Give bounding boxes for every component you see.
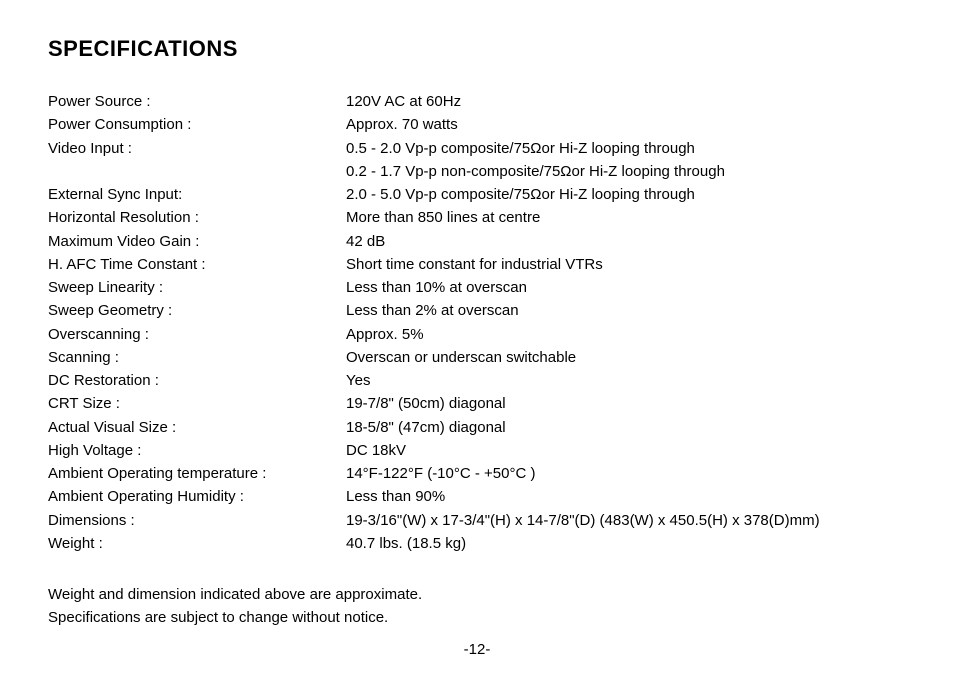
spec-row: High Voltage :DC 18kV bbox=[48, 439, 906, 462]
spec-value: Yes bbox=[346, 369, 906, 392]
spec-table: Power Source :120V AC at 60HzPower Consu… bbox=[48, 90, 906, 555]
spec-value: 2.0 - 5.0 Vp-p composite/75Ωor Hi-Z loop… bbox=[346, 183, 906, 206]
spec-row: Ambient Operating Humidity :Less than 90… bbox=[48, 485, 906, 508]
spec-label: Overscanning : bbox=[48, 323, 346, 346]
note-line: Weight and dimension indicated above are… bbox=[48, 583, 906, 606]
spec-label: Sweep Linearity : bbox=[48, 276, 346, 299]
spec-label: Actual Visual Size : bbox=[48, 416, 346, 439]
spec-row: Sweep Linearity :Less than 10% at oversc… bbox=[48, 276, 906, 299]
spec-value: 0.5 - 2.0 Vp-p composite/75Ωor Hi-Z loop… bbox=[346, 137, 906, 160]
spec-label: Maximum Video Gain : bbox=[48, 230, 346, 253]
spec-row: 0.2 - 1.7 Vp-p non-composite/75Ωor Hi-Z … bbox=[48, 160, 906, 183]
note-line: Specifications are subject to change wit… bbox=[48, 606, 906, 629]
spec-label: Scanning : bbox=[48, 346, 346, 369]
spec-value: 18-5/8" (47cm) diagonal bbox=[346, 416, 906, 439]
spec-value: Less than 2% at overscan bbox=[346, 299, 906, 322]
spec-label: Dimensions : bbox=[48, 509, 346, 532]
spec-value: 120V AC at 60Hz bbox=[346, 90, 906, 113]
spec-label: Video Input : bbox=[48, 137, 346, 160]
spec-label: Ambient Operating Humidity : bbox=[48, 485, 346, 508]
spec-row: Horizontal Resolution :More than 850 lin… bbox=[48, 206, 906, 229]
spec-value: DC 18kV bbox=[346, 439, 906, 462]
page-number: -12- bbox=[0, 641, 954, 658]
spec-value: 0.2 - 1.7 Vp-p non-composite/75Ωor Hi-Z … bbox=[346, 160, 906, 183]
spec-value: Approx. 5% bbox=[346, 323, 906, 346]
spec-row: Weight :40.7 lbs. (18.5 kg) bbox=[48, 532, 906, 555]
spec-label: H. AFC Time Constant : bbox=[48, 253, 346, 276]
spec-row: Ambient Operating temperature :14°F-122°… bbox=[48, 462, 906, 485]
spec-value: Less than 10% at overscan bbox=[346, 276, 906, 299]
spec-value: Short time constant for industrial VTRs bbox=[346, 253, 906, 276]
page: SPECIFICATIONS Power Source :120V AC at … bbox=[0, 0, 954, 680]
spec-label: Power Consumption : bbox=[48, 113, 346, 136]
spec-value: More than 850 lines at centre bbox=[346, 206, 906, 229]
spec-value: Overscan or underscan switchable bbox=[346, 346, 906, 369]
spec-label: Power Source : bbox=[48, 90, 346, 113]
spec-value: 40.7 lbs. (18.5 kg) bbox=[346, 532, 906, 555]
spec-label: Sweep Geometry : bbox=[48, 299, 346, 322]
spec-label: Weight : bbox=[48, 532, 346, 555]
spec-row: Video Input :0.5 - 2.0 Vp-p composite/75… bbox=[48, 137, 906, 160]
spec-row: Dimensions :19-3/16"(W) x 17-3/4"(H) x 1… bbox=[48, 509, 906, 532]
spec-row: Maximum Video Gain :42 dB bbox=[48, 230, 906, 253]
spec-row: Overscanning :Approx. 5% bbox=[48, 323, 906, 346]
spec-value: Approx. 70 watts bbox=[346, 113, 906, 136]
spec-row: Scanning :Overscan or underscan switchab… bbox=[48, 346, 906, 369]
spec-row: H. AFC Time Constant :Short time constan… bbox=[48, 253, 906, 276]
spec-row: External Sync Input:2.0 - 5.0 Vp-p compo… bbox=[48, 183, 906, 206]
spec-row: Power Consumption :Approx. 70 watts bbox=[48, 113, 906, 136]
spec-value: 19-7/8" (50cm) diagonal bbox=[346, 392, 906, 415]
spec-label: Horizontal Resolution : bbox=[48, 206, 346, 229]
spec-label: External Sync Input: bbox=[48, 183, 346, 206]
spec-row: Sweep Geometry :Less than 2% at overscan bbox=[48, 299, 906, 322]
spec-row: Actual Visual Size :18-5/8" (47cm) diago… bbox=[48, 416, 906, 439]
spec-label bbox=[48, 160, 346, 183]
page-title: SPECIFICATIONS bbox=[48, 36, 906, 62]
spec-value: 14°F-122°F (-10°C - +50°C ) bbox=[346, 462, 906, 485]
spec-label: CRT Size : bbox=[48, 392, 346, 415]
spec-label: High Voltage : bbox=[48, 439, 346, 462]
spec-value: 19-3/16"(W) x 17-3/4"(H) x 14-7/8"(D) (4… bbox=[346, 509, 906, 532]
spec-label: DC Restoration : bbox=[48, 369, 346, 392]
spec-row: Power Source :120V AC at 60Hz bbox=[48, 90, 906, 113]
spec-value: 42 dB bbox=[346, 230, 906, 253]
spec-label: Ambient Operating temperature : bbox=[48, 462, 346, 485]
notes-block: Weight and dimension indicated above are… bbox=[48, 583, 906, 630]
spec-row: DC Restoration :Yes bbox=[48, 369, 906, 392]
spec-value: Less than 90% bbox=[346, 485, 906, 508]
spec-row: CRT Size :19-7/8" (50cm) diagonal bbox=[48, 392, 906, 415]
